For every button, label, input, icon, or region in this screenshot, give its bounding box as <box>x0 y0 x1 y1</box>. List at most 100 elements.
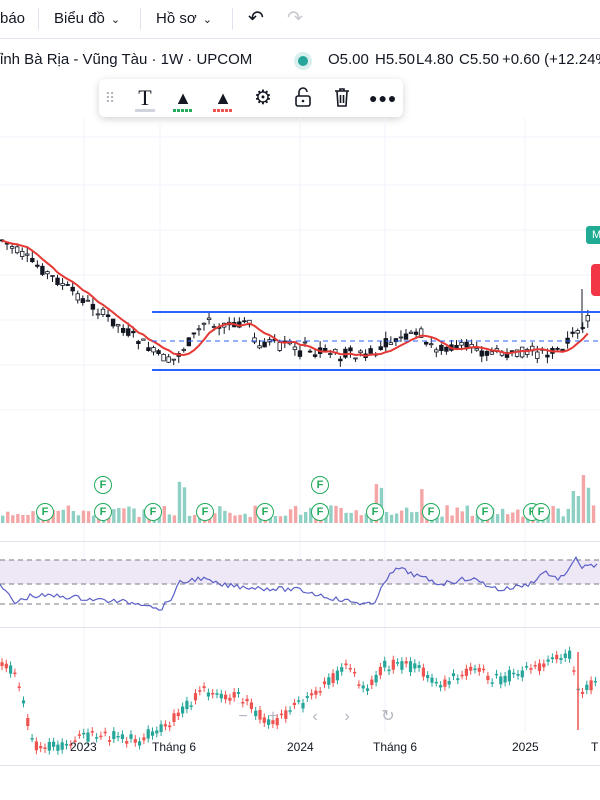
toolbar-divider <box>38 8 39 30</box>
lock-icon[interactable] <box>290 86 316 110</box>
lower-candle-body <box>245 698 249 702</box>
chart-menu[interactable]: Biểu đồ ⌄ <box>54 10 120 27</box>
more-icon[interactable]: ●●● <box>369 90 398 106</box>
lower-candle-body <box>391 659 395 670</box>
lower-candle-body <box>43 747 47 749</box>
candle-body <box>30 258 35 263</box>
candle-body <box>156 350 161 354</box>
pane-separator[interactable] <box>0 541 600 542</box>
candle-body <box>474 348 479 351</box>
volume-bar <box>334 505 338 523</box>
text-icon[interactable]: T <box>132 86 158 112</box>
lower-candle-body <box>56 744 60 751</box>
lower-candle-body <box>327 677 331 685</box>
lower-candle-body <box>172 713 176 722</box>
volume-bar <box>581 475 586 523</box>
candle-body <box>378 346 383 351</box>
chart-canvas[interactable] <box>0 118 600 800</box>
volume-bar <box>566 508 570 523</box>
dividend-badge[interactable]: F <box>532 503 550 521</box>
scroll-right-button[interactable]: › <box>344 708 350 725</box>
candle-body <box>75 293 80 301</box>
fill-color-icon[interactable]: ▲ <box>170 86 196 112</box>
volume-bar <box>394 513 399 523</box>
volume-bar <box>192 515 197 523</box>
lower-candle-body <box>477 667 481 672</box>
candle-body <box>136 341 141 344</box>
lower-candle-body <box>580 691 585 694</box>
candle-body <box>429 343 434 346</box>
dividend-badge[interactable]: F <box>144 503 162 521</box>
scroll-left-button[interactable]: ‹ <box>312 708 318 725</box>
lower-candle-body <box>568 650 572 659</box>
candle-body <box>65 284 70 286</box>
candle-body <box>55 277 60 285</box>
gear-icon[interactable]: ⚙ <box>254 87 272 109</box>
profile-menu[interactable]: Hồ sơ ⌄ <box>156 10 212 27</box>
dividend-badge[interactable]: F <box>311 503 329 521</box>
volume-bar <box>117 507 121 523</box>
lower-candle-body <box>86 732 90 742</box>
volume-bar <box>11 515 15 523</box>
candle-body <box>161 353 166 362</box>
candle-body <box>110 318 116 327</box>
candle-body <box>338 358 343 362</box>
reset-chart-button[interactable]: ↻ <box>381 708 395 725</box>
candle-body <box>211 326 217 329</box>
candle-body <box>40 265 45 275</box>
lower-candle-body <box>236 692 241 694</box>
trash-icon[interactable] <box>329 86 355 110</box>
volume-bar <box>81 510 86 523</box>
symbol-title[interactable]: ỉnh Bà Rịa - Vũng Tàu · 1W · UPCOM <box>0 51 253 68</box>
lower-candle-body <box>365 688 370 691</box>
volume-bar <box>465 505 469 523</box>
volume-bar <box>571 491 576 523</box>
lower-candle-body <box>593 680 597 683</box>
drag-handle-icon[interactable]: ⠿ <box>104 90 116 106</box>
candle-body <box>191 332 197 335</box>
candle-body <box>575 330 580 334</box>
volume-bar <box>238 514 242 523</box>
line-color-icon[interactable]: ▲ <box>210 86 236 112</box>
volume-bar <box>329 505 333 523</box>
dividend-badge[interactable]: F <box>366 503 384 521</box>
lower-candle-body <box>348 668 352 670</box>
dividend-badge[interactable]: F <box>311 476 329 494</box>
dividend-badge[interactable]: F <box>476 503 494 521</box>
lower-candle-body <box>469 666 473 671</box>
dividend-badge[interactable]: F <box>196 503 214 521</box>
lower-candle-body <box>537 663 542 672</box>
dividend-badge[interactable]: F <box>36 503 54 521</box>
lower-candle-body <box>21 700 26 704</box>
chevron-down-icon: ⌄ <box>202 14 212 26</box>
pane-separator[interactable] <box>0 765 600 766</box>
lower-candle-body <box>69 744 73 746</box>
candle-body <box>292 346 298 350</box>
lower-candle-body <box>378 666 382 676</box>
zoom-out-button[interactable]: − <box>238 708 248 725</box>
dividend-badge[interactable]: F <box>94 503 112 521</box>
candle-body <box>45 271 50 275</box>
candle-body <box>555 348 560 350</box>
undo-icon[interactable]: ↶ <box>248 8 264 29</box>
pane-separator[interactable] <box>0 627 600 628</box>
candle-body <box>171 358 176 361</box>
zoom-in-button[interactable]: + <box>268 708 278 725</box>
candle-body <box>423 341 429 345</box>
ohlc-change: +0.60 (+12.24%) <box>502 51 600 68</box>
redo-icon[interactable]: ↷ <box>287 8 303 29</box>
dividend-badge[interactable]: F <box>256 503 274 521</box>
dividend-badge[interactable]: F <box>422 503 440 521</box>
volume-bar <box>591 505 596 523</box>
lower-candle-body <box>439 685 443 688</box>
lower-candle-body <box>499 676 503 685</box>
volume-bar <box>283 515 288 523</box>
volume-bar <box>470 515 475 523</box>
candle-body <box>509 350 515 353</box>
candle-body <box>434 349 439 353</box>
lower-candle-body <box>482 668 486 671</box>
volume-bar <box>86 511 91 523</box>
dividend-badge[interactable]: F <box>94 476 112 494</box>
alerts-menu[interactable]: báo <box>0 10 25 27</box>
lower-candle-body <box>550 657 554 660</box>
